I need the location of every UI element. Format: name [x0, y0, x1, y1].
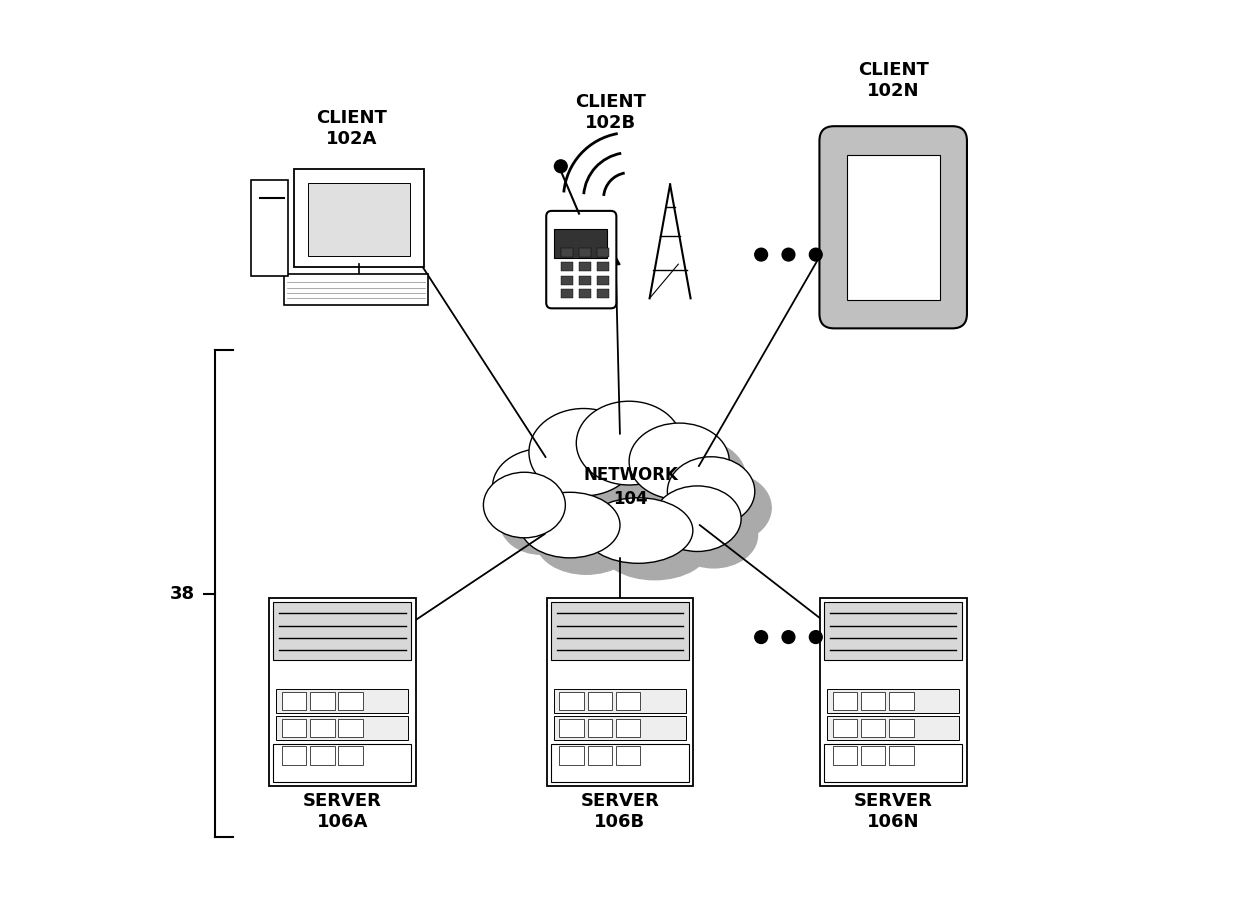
Bar [579, 248, 590, 257]
Bar [598, 262, 609, 271]
Ellipse shape [500, 489, 582, 554]
FancyBboxPatch shape [827, 716, 960, 740]
FancyBboxPatch shape [339, 746, 363, 765]
Text: 38: 38 [170, 584, 195, 603]
Circle shape [554, 160, 567, 173]
Bar [598, 248, 609, 257]
FancyBboxPatch shape [281, 746, 306, 765]
Ellipse shape [520, 493, 620, 558]
FancyBboxPatch shape [274, 602, 410, 660]
FancyBboxPatch shape [277, 689, 408, 712]
Ellipse shape [529, 409, 639, 496]
Bar [579, 262, 590, 271]
Circle shape [782, 248, 795, 261]
Ellipse shape [508, 465, 609, 541]
FancyBboxPatch shape [554, 689, 686, 712]
FancyBboxPatch shape [861, 746, 885, 765]
Ellipse shape [593, 417, 698, 502]
FancyBboxPatch shape [889, 719, 914, 737]
FancyBboxPatch shape [284, 274, 428, 305]
FancyBboxPatch shape [588, 719, 613, 737]
FancyBboxPatch shape [547, 210, 616, 309]
FancyBboxPatch shape [889, 746, 914, 765]
FancyBboxPatch shape [827, 689, 960, 712]
FancyBboxPatch shape [827, 743, 960, 767]
Ellipse shape [670, 503, 758, 568]
FancyBboxPatch shape [616, 746, 641, 765]
Ellipse shape [584, 498, 693, 563]
FancyBboxPatch shape [588, 746, 613, 765]
Text: SERVER
106B: SERVER 106B [580, 792, 660, 831]
FancyBboxPatch shape [616, 692, 641, 710]
FancyBboxPatch shape [274, 743, 410, 782]
Text: SERVER
106A: SERVER 106A [303, 792, 382, 831]
FancyBboxPatch shape [832, 719, 857, 737]
Text: CLIENT
102N: CLIENT 102N [858, 61, 929, 100]
Text: NETWORK
104: NETWORK 104 [584, 466, 678, 507]
FancyBboxPatch shape [547, 598, 693, 786]
Bar [579, 276, 590, 285]
FancyBboxPatch shape [554, 716, 686, 740]
FancyBboxPatch shape [588, 692, 613, 710]
FancyBboxPatch shape [553, 229, 608, 258]
FancyBboxPatch shape [277, 743, 408, 767]
FancyBboxPatch shape [616, 719, 641, 737]
Ellipse shape [546, 425, 655, 512]
FancyBboxPatch shape [889, 692, 914, 710]
FancyBboxPatch shape [847, 155, 940, 300]
Bar [598, 276, 609, 285]
Text: CLIENT
102A: CLIENT 102A [316, 109, 387, 148]
Bar [579, 289, 590, 299]
Circle shape [810, 630, 822, 643]
FancyBboxPatch shape [820, 126, 967, 328]
Ellipse shape [600, 514, 709, 580]
Ellipse shape [629, 423, 729, 500]
FancyBboxPatch shape [825, 743, 962, 782]
Ellipse shape [484, 472, 565, 538]
FancyBboxPatch shape [559, 746, 584, 765]
Bar [560, 276, 573, 285]
Circle shape [755, 630, 768, 643]
Circle shape [755, 248, 768, 261]
FancyBboxPatch shape [310, 719, 335, 737]
Ellipse shape [683, 473, 771, 542]
FancyBboxPatch shape [861, 692, 885, 710]
Text: SERVER
106N: SERVER 106N [854, 792, 932, 831]
Text: CLIENT
102B: CLIENT 102B [575, 93, 646, 131]
FancyBboxPatch shape [339, 719, 363, 737]
FancyBboxPatch shape [277, 716, 408, 740]
Ellipse shape [667, 457, 755, 526]
FancyBboxPatch shape [825, 602, 962, 660]
Circle shape [782, 630, 795, 643]
Ellipse shape [492, 448, 593, 525]
Bar [560, 289, 573, 299]
Ellipse shape [536, 509, 636, 574]
FancyBboxPatch shape [310, 692, 335, 710]
FancyBboxPatch shape [250, 180, 288, 277]
Ellipse shape [653, 486, 742, 551]
FancyBboxPatch shape [281, 692, 306, 710]
Bar [598, 289, 609, 299]
FancyBboxPatch shape [310, 746, 335, 765]
FancyBboxPatch shape [308, 183, 409, 255]
Circle shape [810, 248, 822, 261]
Ellipse shape [646, 439, 745, 516]
FancyBboxPatch shape [861, 719, 885, 737]
FancyBboxPatch shape [269, 598, 415, 786]
FancyBboxPatch shape [339, 692, 363, 710]
FancyBboxPatch shape [559, 692, 584, 710]
FancyBboxPatch shape [559, 719, 584, 737]
Bar [560, 262, 573, 271]
FancyBboxPatch shape [281, 719, 306, 737]
FancyBboxPatch shape [552, 743, 688, 782]
FancyBboxPatch shape [820, 598, 966, 786]
FancyBboxPatch shape [294, 169, 424, 267]
FancyBboxPatch shape [552, 602, 688, 660]
Ellipse shape [577, 402, 682, 485]
FancyBboxPatch shape [832, 692, 857, 710]
FancyBboxPatch shape [832, 746, 857, 765]
Bar [560, 248, 573, 257]
FancyBboxPatch shape [554, 743, 686, 767]
